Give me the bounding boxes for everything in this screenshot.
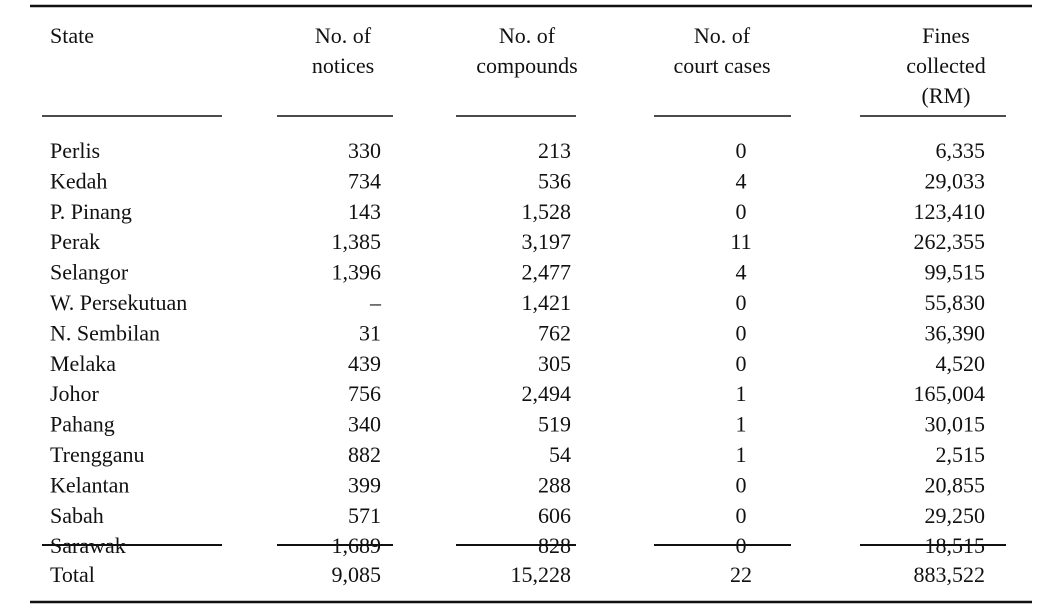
column-header: Fines: [922, 23, 970, 48]
cell-value: 330: [348, 138, 381, 163]
total-value: 9,085: [332, 562, 382, 587]
cell-value: 756: [348, 381, 381, 406]
cell-value: 0: [736, 533, 747, 558]
state-name: Johor: [50, 381, 100, 406]
cell-value: 31: [359, 320, 381, 345]
cell-value: 6,335: [936, 138, 986, 163]
state-name: Kedah: [50, 168, 107, 193]
cell-value: 213: [538, 138, 571, 163]
cell-value: 99,515: [925, 260, 986, 285]
cell-value: 1,421: [522, 290, 572, 315]
cell-value: 18,515: [925, 533, 986, 558]
cell-value: 4: [736, 168, 747, 193]
cell-value: 1,385: [332, 229, 382, 254]
cell-value: 3,197: [522, 229, 572, 254]
cell-value: 2,477: [522, 260, 572, 285]
cell-value: 340: [348, 412, 381, 437]
cell-value: 29,250: [925, 503, 986, 528]
column-header: compounds: [476, 53, 577, 78]
cell-value: 0: [736, 472, 747, 497]
cell-value: 29,033: [925, 168, 986, 193]
column-header: No. of: [499, 23, 556, 48]
cell-value: 734: [348, 168, 381, 193]
cell-value: 20,855: [925, 472, 986, 497]
cell-value: 1,396: [332, 260, 382, 285]
cell-value: 762: [538, 320, 571, 345]
state-name: Trengganu: [50, 442, 145, 467]
cell-value: 288: [538, 472, 571, 497]
state-name: P. Pinang: [50, 199, 132, 224]
column-header: notices: [312, 53, 374, 78]
cell-value: 1: [736, 442, 747, 467]
state-name: Sabah: [50, 503, 104, 528]
cell-value: 4,520: [936, 351, 986, 376]
column-header: (RM): [922, 83, 971, 108]
cell-value: 2,494: [522, 381, 572, 406]
cell-value: 536: [538, 168, 571, 193]
cell-value: 262,355: [914, 229, 986, 254]
cell-value: 0: [736, 138, 747, 163]
total-value: 15,228: [511, 562, 572, 587]
cell-value: 1: [736, 412, 747, 437]
state-name: Perlis: [50, 138, 100, 163]
cell-value: 519: [538, 412, 571, 437]
cell-value: 0: [736, 320, 747, 345]
cell-value: 165,004: [914, 381, 986, 406]
cell-value: 882: [348, 442, 381, 467]
cell-value: 143: [348, 199, 381, 224]
cell-value: 55,830: [925, 290, 986, 315]
cell-value: 0: [736, 351, 747, 376]
state-name: Melaka: [50, 351, 116, 376]
cell-value: 123,410: [914, 199, 986, 224]
cell-value: 1: [736, 381, 747, 406]
cell-value: 2,515: [936, 442, 986, 467]
total-value: 22: [730, 562, 752, 587]
state-name: N. Sembilan: [50, 320, 160, 345]
cell-value: 571: [348, 503, 381, 528]
cell-value: 54: [549, 442, 571, 467]
state-name: W. Persekutuan: [50, 290, 187, 315]
cell-value: 606: [538, 503, 571, 528]
cell-value: 439: [348, 351, 381, 376]
column-header: State: [50, 23, 94, 48]
total-label: Total: [50, 562, 95, 587]
cell-value: 0: [736, 199, 747, 224]
state-name: Perak: [50, 229, 100, 254]
cell-value: 30,015: [925, 412, 986, 437]
cell-value: 4: [736, 260, 747, 285]
state-name: Pahang: [50, 412, 115, 437]
state-name: Kelantan: [50, 472, 129, 497]
cell-value: 0: [736, 290, 747, 315]
cell-value: 399: [348, 472, 381, 497]
column-header: collected: [906, 53, 985, 78]
cell-value: 1,528: [522, 199, 572, 224]
cell-value: 0: [736, 503, 747, 528]
cell-value: 828: [538, 533, 571, 558]
column-header: No. of: [315, 23, 372, 48]
cell-value: 1,689: [332, 533, 382, 558]
total-value: 883,522: [914, 562, 986, 587]
column-header: court cases: [673, 53, 770, 78]
cell-value: –: [369, 290, 382, 315]
cell-value: 305: [538, 351, 571, 376]
column-header: No. of: [694, 23, 751, 48]
state-name: Sarawak: [50, 533, 126, 558]
state-name: Selangor: [50, 260, 129, 285]
cell-value: 11: [730, 229, 751, 254]
cell-value: 36,390: [925, 320, 986, 345]
